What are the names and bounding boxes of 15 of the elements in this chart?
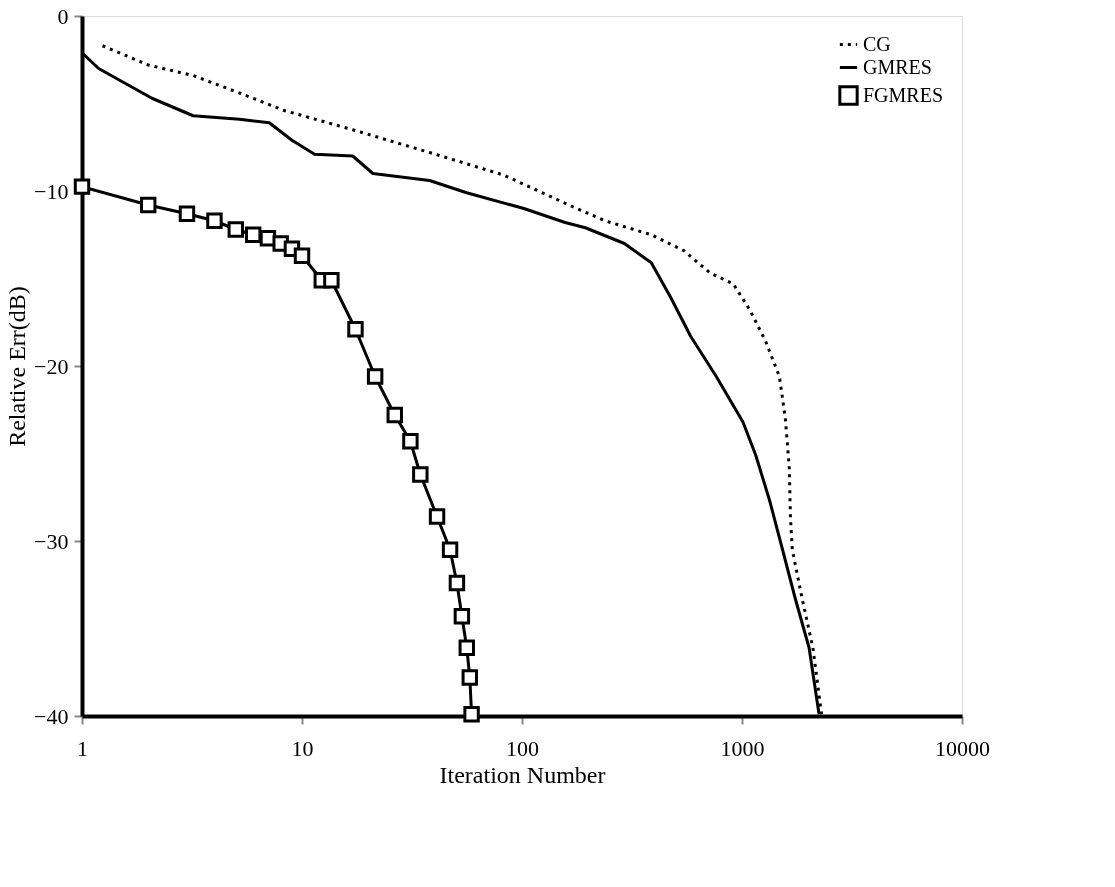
x-axis-title: Iteration Number [439,761,606,788]
legend-label: CG [863,32,891,55]
x-tick-label: 1 [77,735,88,761]
y-tick-label: −10 [34,178,69,204]
y-axis-title: Relative Err(dB) [4,286,31,447]
x-tick-label: 10000 [935,735,990,761]
y-tick-label: −40 [34,703,69,729]
y-tick-label: −30 [34,528,69,554]
legend-label: GMRES [863,55,932,78]
legend-label: FGMRES [863,83,944,106]
y-tick-label: −20 [34,353,69,379]
x-tick-label: 1000 [720,735,765,761]
x-tick-label: 100 [506,735,539,761]
x-tick-label: 10 [291,735,314,761]
y-tick-label: 0 [57,3,69,29]
